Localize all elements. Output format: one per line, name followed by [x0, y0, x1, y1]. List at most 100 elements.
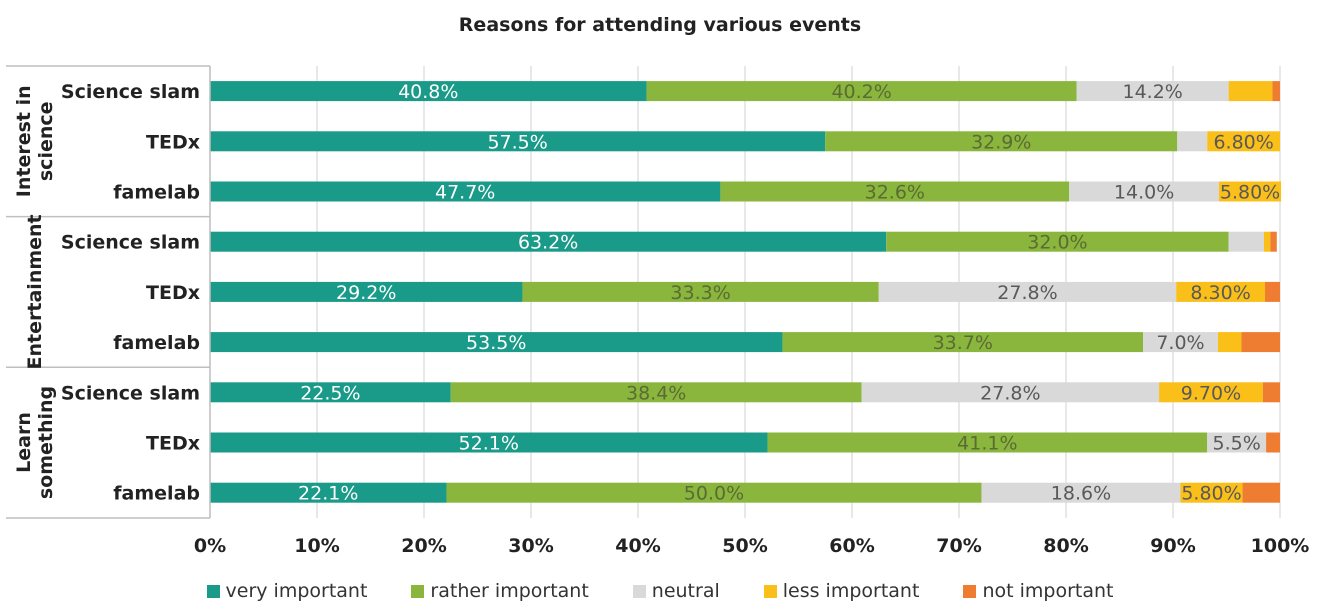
data-label: 14.2% — [1122, 81, 1182, 103]
bar-segment-not-important — [1265, 281, 1280, 302]
data-label: 33.7% — [933, 332, 993, 354]
bar-segment-very-important — [210, 231, 887, 252]
bar-segment-very-important — [210, 181, 721, 202]
data-label: 22.1% — [298, 483, 358, 505]
stacked-bar-chart: 40.8% 40.2% 14.2% 57.5% 32.9% 6.80% 47.7% 32.6%… — [6, 65, 1310, 557]
bar-segment-rather-important — [720, 181, 1070, 202]
category-label: TEDx — [146, 433, 200, 455]
bar-segment-rather-important — [450, 382, 862, 403]
bar-segment-very-important — [210, 81, 647, 102]
bar-segment-neutral — [1228, 231, 1264, 252]
data-label: 40.8% — [398, 81, 458, 103]
data-label: 38.4% — [626, 382, 686, 404]
bar-segment-less-important — [1207, 131, 1280, 152]
legend-item: neutral — [632, 580, 720, 602]
data-label: 5.80% — [1220, 182, 1280, 204]
bar-segment-not-important — [1272, 81, 1280, 102]
data-label: 8.30% — [1190, 282, 1250, 304]
data-label: 41.1% — [957, 433, 1017, 455]
x-tick-label: 40% — [615, 535, 660, 557]
category-label: famelab — [113, 332, 200, 354]
x-tick-label: 60% — [829, 535, 874, 557]
chart-title: Reasons for attending various events — [458, 14, 862, 36]
bar-segment-neutral — [1177, 131, 1208, 152]
data-label: 33.3% — [670, 282, 730, 304]
bar-segment-very-important — [210, 131, 826, 152]
bar-segment-neutral — [1207, 432, 1267, 453]
bar-segment-neutral — [1069, 181, 1220, 202]
bar-segment-very-important — [210, 382, 451, 403]
data-label: 9.70% — [1181, 382, 1241, 404]
bar-segment-neutral — [1143, 332, 1218, 353]
bar-segment-rather-important — [522, 281, 879, 302]
legend-swatch — [632, 584, 646, 598]
bar-segment-less-important — [1176, 281, 1266, 302]
bar-segment-not-important — [1270, 231, 1277, 252]
bar-segment-neutral — [1076, 81, 1229, 102]
bar-segment-rather-important — [646, 81, 1077, 102]
axes: 0% 10% 20% 30% 40% 50% 60% 70% 80% 90% 100% Science… — [6, 65, 1310, 557]
bar-segment-rather-important — [767, 432, 1208, 453]
x-tick-label: 80% — [1043, 535, 1088, 557]
x-tick-label: 70% — [936, 535, 981, 557]
category-label: famelab — [113, 483, 200, 505]
data-label: 53.5% — [466, 332, 526, 354]
bar-segment-very-important — [210, 332, 783, 353]
data-label: 18.6% — [1051, 483, 1111, 505]
legend-item: rather important — [411, 580, 589, 602]
bar-segment-rather-important — [446, 482, 982, 503]
legend-swatch — [963, 584, 977, 598]
bar-segment-not-important — [1242, 482, 1280, 503]
data-label: 27.8% — [980, 382, 1040, 404]
data-label: 29.2% — [336, 282, 396, 304]
bar-segment-less-important — [1228, 81, 1273, 102]
bar-segment-neutral — [981, 482, 1181, 503]
data-label: 27.8% — [997, 282, 1057, 304]
x-tick-label: 10% — [294, 535, 339, 557]
bar-segment-very-important — [210, 482, 447, 503]
bar-segment-less-important — [1159, 382, 1263, 403]
legend-swatch — [763, 584, 777, 598]
category-label: famelab — [113, 182, 200, 204]
bar-segment-less-important — [1217, 332, 1242, 353]
data-labels: 40.8% 40.2% 14.2% 57.5% 32.9% 6.80% 47.7% 32.6%… — [298, 81, 1280, 505]
bars — [210, 81, 1282, 503]
x-tick-label: 50% — [722, 535, 767, 557]
bar-segment-rather-important — [825, 131, 1178, 152]
bar-segment-very-important — [210, 432, 768, 453]
data-label: 32.0% — [1027, 232, 1087, 254]
data-label: 32.9% — [971, 131, 1031, 153]
legend-swatch — [206, 584, 220, 598]
bar-segment-neutral — [878, 281, 1177, 302]
category-label: Science slam — [61, 382, 200, 404]
legend-item: less important — [763, 580, 920, 602]
legend-label: rather important — [430, 580, 589, 602]
bar-segment-less-important — [1219, 181, 1282, 202]
bar-segment-not-important — [1262, 382, 1280, 403]
category-label: TEDx — [146, 131, 200, 153]
data-label: 5.5% — [1213, 433, 1261, 455]
bar-segment-rather-important — [782, 332, 1144, 353]
group-label: Entertainment — [24, 214, 46, 369]
data-label: 47.7% — [435, 182, 495, 204]
x-tick-label: 100% — [1251, 535, 1310, 557]
legend-swatch — [411, 584, 425, 598]
bar-segment-not-important — [1266, 432, 1280, 453]
legend-label: less important — [782, 580, 920, 602]
x-tick-label: 30% — [508, 535, 553, 557]
legend-label: not important — [982, 580, 1114, 602]
x-tick-label: 20% — [401, 535, 446, 557]
legend-label: very important — [225, 580, 368, 602]
data-label: 52.1% — [459, 433, 519, 455]
legend: very important rather important neutral les… — [0, 580, 1320, 602]
bar-segment-not-important — [1241, 332, 1280, 353]
data-label: 32.6% — [865, 182, 925, 204]
bar-segment-less-important — [1263, 231, 1271, 252]
legend-item: not important — [963, 580, 1113, 602]
x-tick-label: 0% — [194, 535, 226, 557]
data-label: 14.0% — [1114, 182, 1174, 204]
group-label: Interest inscience — [13, 85, 57, 197]
data-label: 57.5% — [487, 131, 547, 153]
category-label: Science slam — [61, 232, 200, 254]
data-label: 63.2% — [518, 232, 578, 254]
